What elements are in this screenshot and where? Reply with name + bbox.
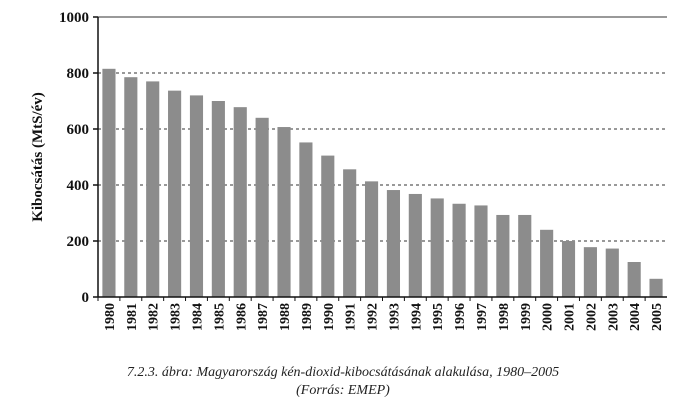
x-tick-label: 1994 xyxy=(409,303,424,331)
x-tick-label: 2000 xyxy=(541,303,556,331)
bar-2004 xyxy=(627,262,641,297)
axes xyxy=(93,16,667,301)
y-tick-label: 600 xyxy=(67,122,90,138)
bar-1994 xyxy=(408,193,422,297)
bar-1980 xyxy=(102,68,116,297)
bar-1990 xyxy=(321,155,335,297)
y-tick-label: 800 xyxy=(67,66,90,82)
x-tick-label: 1996 xyxy=(453,303,468,331)
bar-1984 xyxy=(189,95,204,298)
bar-1992 xyxy=(364,181,379,297)
x-tick-label: 1980 xyxy=(103,303,118,331)
bar-1989 xyxy=(299,142,313,297)
x-tick-label: 1990 xyxy=(322,303,337,331)
bar-1998 xyxy=(496,214,510,297)
y-tick-label: 1000 xyxy=(59,10,89,26)
x-tick-label: 2001 xyxy=(563,303,578,331)
x-tick-label: 1997 xyxy=(475,303,490,331)
x-tick-label: 2004 xyxy=(628,303,643,331)
x-tick-label: 1993 xyxy=(387,303,402,331)
bar-1993 xyxy=(386,190,401,297)
bar-1995 xyxy=(430,198,444,297)
y-tick-label: 400 xyxy=(67,178,90,194)
bars xyxy=(102,68,663,298)
x-tick-label: 1988 xyxy=(278,303,293,331)
x-tick-label: 1985 xyxy=(212,303,227,331)
figure-caption-source: (Forrás: EMEP) xyxy=(296,383,390,398)
figure-caption: 7.2.3. ábra: Magyarország kén-dioxid-kib… xyxy=(126,365,560,380)
bar-2005 xyxy=(649,278,663,297)
x-tick-label: 1987 xyxy=(256,303,271,331)
gridlines xyxy=(98,16,667,242)
bar-1997 xyxy=(474,205,488,297)
bar-1985 xyxy=(211,101,225,297)
y-axis-label: Kibocsátás (MtS/év) xyxy=(30,92,46,222)
bar-2000 xyxy=(540,229,554,297)
x-tick-label: 1989 xyxy=(300,303,315,331)
x-tick-label: 2005 xyxy=(650,303,665,331)
y-tick-label: 0 xyxy=(82,290,90,306)
x-tick-label: 1983 xyxy=(169,303,184,331)
x-tick-label: 1991 xyxy=(344,303,359,331)
bar-2002 xyxy=(583,247,597,297)
bar-1983 xyxy=(168,90,182,297)
bar-1999 xyxy=(518,214,532,297)
bar-1981 xyxy=(124,77,138,297)
y-tick-label: 200 xyxy=(67,234,90,250)
bar-1996 xyxy=(452,203,466,297)
bar-1988 xyxy=(277,127,291,297)
bar-1982 xyxy=(146,81,160,298)
x-tick-label: 1986 xyxy=(234,303,249,331)
x-tick-label: 2003 xyxy=(606,303,621,331)
bar-2001 xyxy=(561,241,576,297)
bar-1987 xyxy=(255,117,269,297)
x-tick-label: 2002 xyxy=(584,303,599,331)
x-tick-label: 1982 xyxy=(147,303,162,331)
bar-1991 xyxy=(343,169,357,297)
x-tick-label: 1999 xyxy=(519,303,534,331)
x-tick-label: 1984 xyxy=(190,303,205,331)
x-tick-label: 1992 xyxy=(366,303,381,331)
y-tick-labels: 0 200 400 600 800 1000 xyxy=(59,10,89,306)
x-tick-label: 1998 xyxy=(497,303,512,331)
x-tick-labels: 1980 1981 1982 1983 1984 1985 1986 1987 1988 1989… xyxy=(103,303,665,331)
bar-2003 xyxy=(605,248,619,297)
x-tick-label: 1995 xyxy=(431,303,446,331)
bar-1986 xyxy=(233,107,247,297)
x-tick-label: 1981 xyxy=(125,303,140,331)
